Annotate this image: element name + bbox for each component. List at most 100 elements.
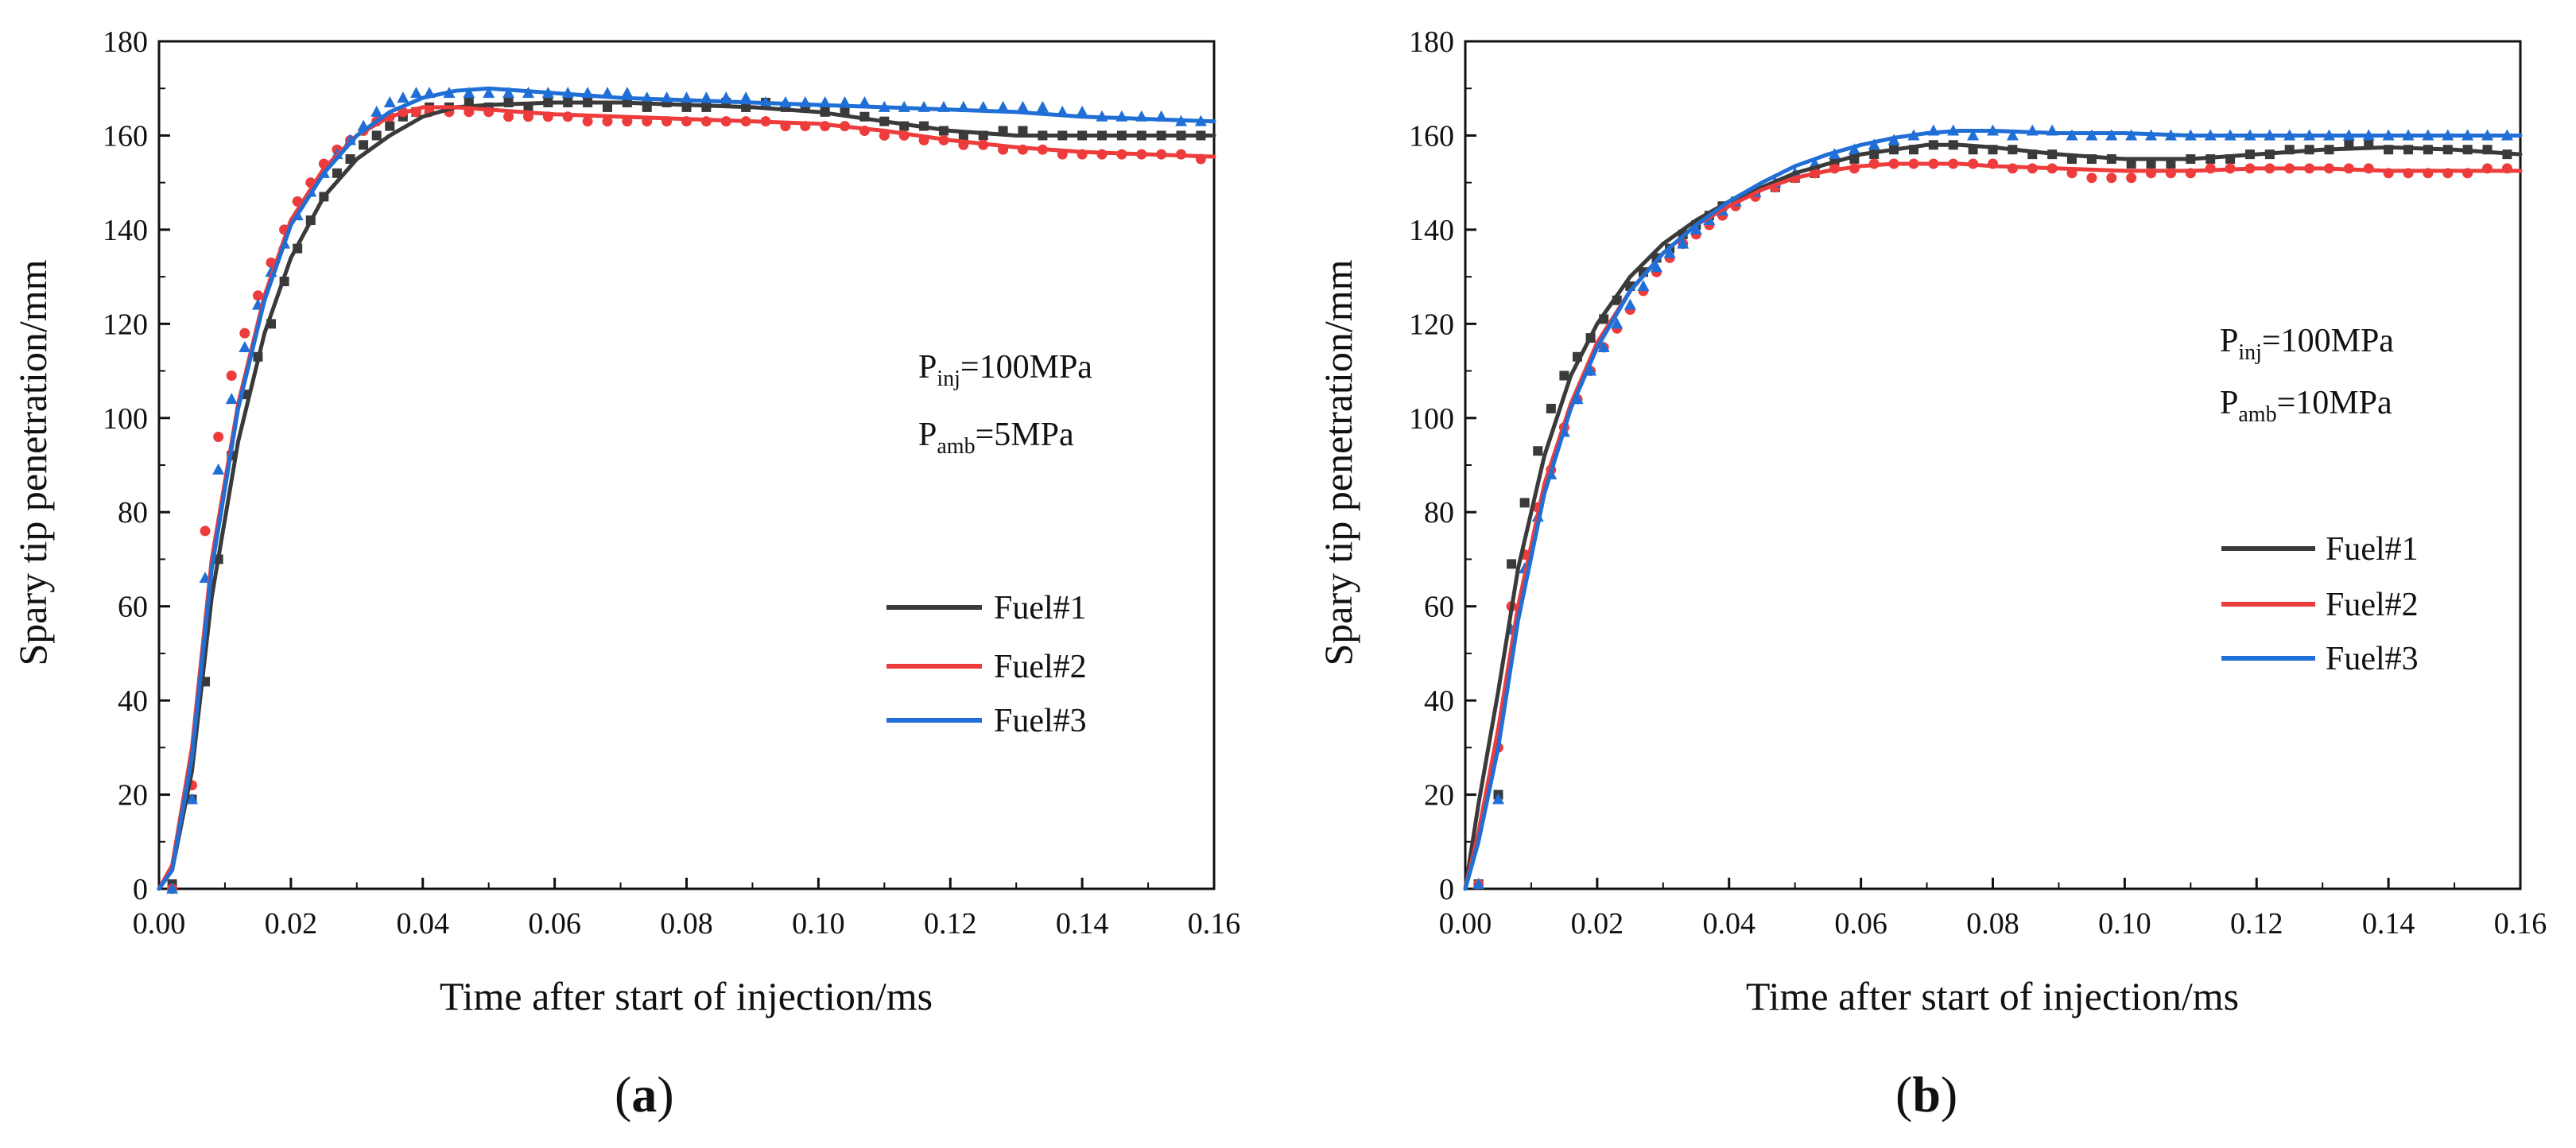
series-points-fuel2-b	[1473, 158, 2512, 890]
annotation-pamb-val-b: =10MPa	[2277, 385, 2392, 421]
annotation-pinj-val-b: =100MPa	[2262, 323, 2394, 359]
data-point	[2126, 158, 2136, 169]
data-point	[1018, 126, 1028, 136]
data-point	[502, 87, 515, 99]
y-tick-label: 20	[118, 779, 148, 813]
data-point	[225, 393, 238, 405]
data-point	[185, 793, 198, 805]
y-tick-label: 80	[118, 496, 148, 529]
data-point	[602, 102, 612, 112]
legend-a: Fuel#1 Fuel#2 Fuel#3	[886, 590, 1087, 739]
x-tick-label: 0.16	[1188, 907, 1241, 941]
y-tick-label: 140	[1409, 214, 1454, 247]
data-point	[226, 370, 237, 381]
data-point	[503, 111, 514, 122]
data-point	[1519, 498, 1530, 508]
x-tick-label: 0.00	[133, 907, 186, 941]
data-point	[997, 100, 1010, 112]
data-point	[483, 87, 495, 99]
annotation-pinj-val-a: =100MPa	[960, 349, 1092, 386]
x-tick-label: 0.06	[1834, 907, 1887, 941]
legend-label-fuel3-a: Fuel#3	[994, 703, 1087, 739]
annotation-pamb-sub-a: amb	[937, 434, 975, 459]
y-tick-label: 80	[1424, 496, 1454, 529]
legend-label-fuel1-a: Fuel#1	[994, 590, 1087, 626]
legend-label-fuel2-a: Fuel#2	[994, 649, 1087, 685]
data-point	[200, 526, 211, 537]
data-point	[621, 87, 634, 99]
y-tick-label: 120	[1409, 308, 1454, 341]
data-point	[1967, 129, 1980, 141]
data-point	[212, 463, 225, 475]
y-tick-label: 120	[103, 308, 148, 341]
series-points-fuel1-a	[167, 97, 1206, 890]
x-axis-title-b: Time after start of injection/ms	[1746, 974, 2239, 1018]
series-points-fuel1-b	[1473, 140, 2512, 890]
data-point	[252, 290, 263, 301]
y-tick-label: 140	[103, 214, 148, 247]
x-tick-label: 0.10	[792, 907, 845, 941]
data-point	[602, 116, 613, 127]
data-point	[239, 340, 251, 352]
data-point	[239, 328, 250, 339]
x-tick-label: 0.14	[2362, 907, 2415, 941]
data-point	[1637, 279, 1650, 291]
series-line-fuel3-a	[157, 86, 1216, 891]
data-point	[2006, 129, 2019, 141]
data-point	[1677, 237, 1690, 249]
x-tick-label: 0.14	[1056, 907, 1109, 941]
y-tick-label: 100	[1409, 402, 1454, 436]
series-line-fuel1-b	[1463, 142, 2523, 891]
series-points-fuel3-a	[166, 87, 1207, 894]
panel-label-a: (a)	[615, 1066, 674, 1123]
x-tick-label: 0.08	[1966, 907, 2019, 941]
annotation-pinj-main-b: P	[2220, 323, 2238, 359]
series-points-fuel2-a	[167, 107, 1206, 894]
x-tick-label: 0.04	[397, 907, 450, 941]
data-point	[371, 130, 382, 141]
data-point	[370, 105, 383, 117]
data-point	[397, 91, 409, 103]
panel-letter-b: b	[1912, 1066, 1941, 1123]
x-tick-label: 0.16	[2494, 907, 2547, 941]
legend-label-fuel1-b: Fuel#1	[2326, 531, 2419, 568]
x-tick-label: 0.02	[1571, 907, 1624, 941]
y-tick-label: 40	[1424, 685, 1454, 718]
series-line-fuel2-a	[157, 105, 1216, 891]
y-tick-label: 60	[1424, 591, 1454, 624]
annotation-pamb-sub-b: amb	[2238, 402, 2276, 427]
y-tick-label: 180	[1409, 25, 1454, 59]
series-points-fuel3-b	[1472, 124, 2513, 890]
data-point	[1611, 317, 1624, 329]
series-line-fuel1-a	[157, 100, 1216, 891]
data-point	[383, 95, 396, 107]
panel-a: 0.00 0.02 0.04 0.06 0.08 0.10 0.12 0.14 0.16 0 20 4…	[10, 25, 1240, 1123]
data-point	[1076, 105, 1088, 117]
y-tick-label: 60	[118, 591, 148, 624]
data-point	[463, 87, 475, 99]
panel-b: 0.00 0.02 0.04 0.06 0.08 0.10 0.12 0.14 0.16 0 20 4…	[1316, 25, 2547, 1123]
data-point	[1533, 446, 1543, 456]
x-tick-label: 0.02	[265, 907, 318, 941]
data-point	[1492, 793, 1504, 805]
plot-area-b: 0.00 0.02 0.04 0.06 0.08 0.10 0.12 0.14 0.16 0 20 4…	[1409, 25, 2547, 941]
data-point	[385, 121, 395, 131]
data-point	[1690, 223, 1702, 235]
legend-label-fuel2-b: Fuel#2	[2326, 587, 2419, 623]
annotation-pamb-val-a: =5MPa	[976, 417, 1074, 453]
annotation-pamb-b: Pamb=10MPa	[2220, 385, 2392, 427]
annotation-pamb-a: Pamb=5MPa	[918, 417, 1074, 459]
data-point	[1651, 261, 1663, 273]
data-point	[2166, 158, 2176, 169]
annotation-pinj-b: Pinj=100MPa	[2220, 323, 2394, 365]
y-tick-label: 20	[1424, 779, 1454, 813]
data-point	[1663, 246, 1676, 258]
x-tick-label: 0.12	[2230, 907, 2283, 941]
data-point	[1016, 100, 1029, 112]
legend-label-fuel3-b: Fuel#3	[2326, 641, 2419, 677]
data-point	[2106, 173, 2117, 184]
data-point	[332, 168, 342, 178]
annotation-pinj-sub-a: inj	[937, 367, 960, 391]
y-axis-title-a: Spary tip penetration/mm	[10, 259, 55, 665]
x-tick-label: 0.10	[2098, 907, 2151, 941]
